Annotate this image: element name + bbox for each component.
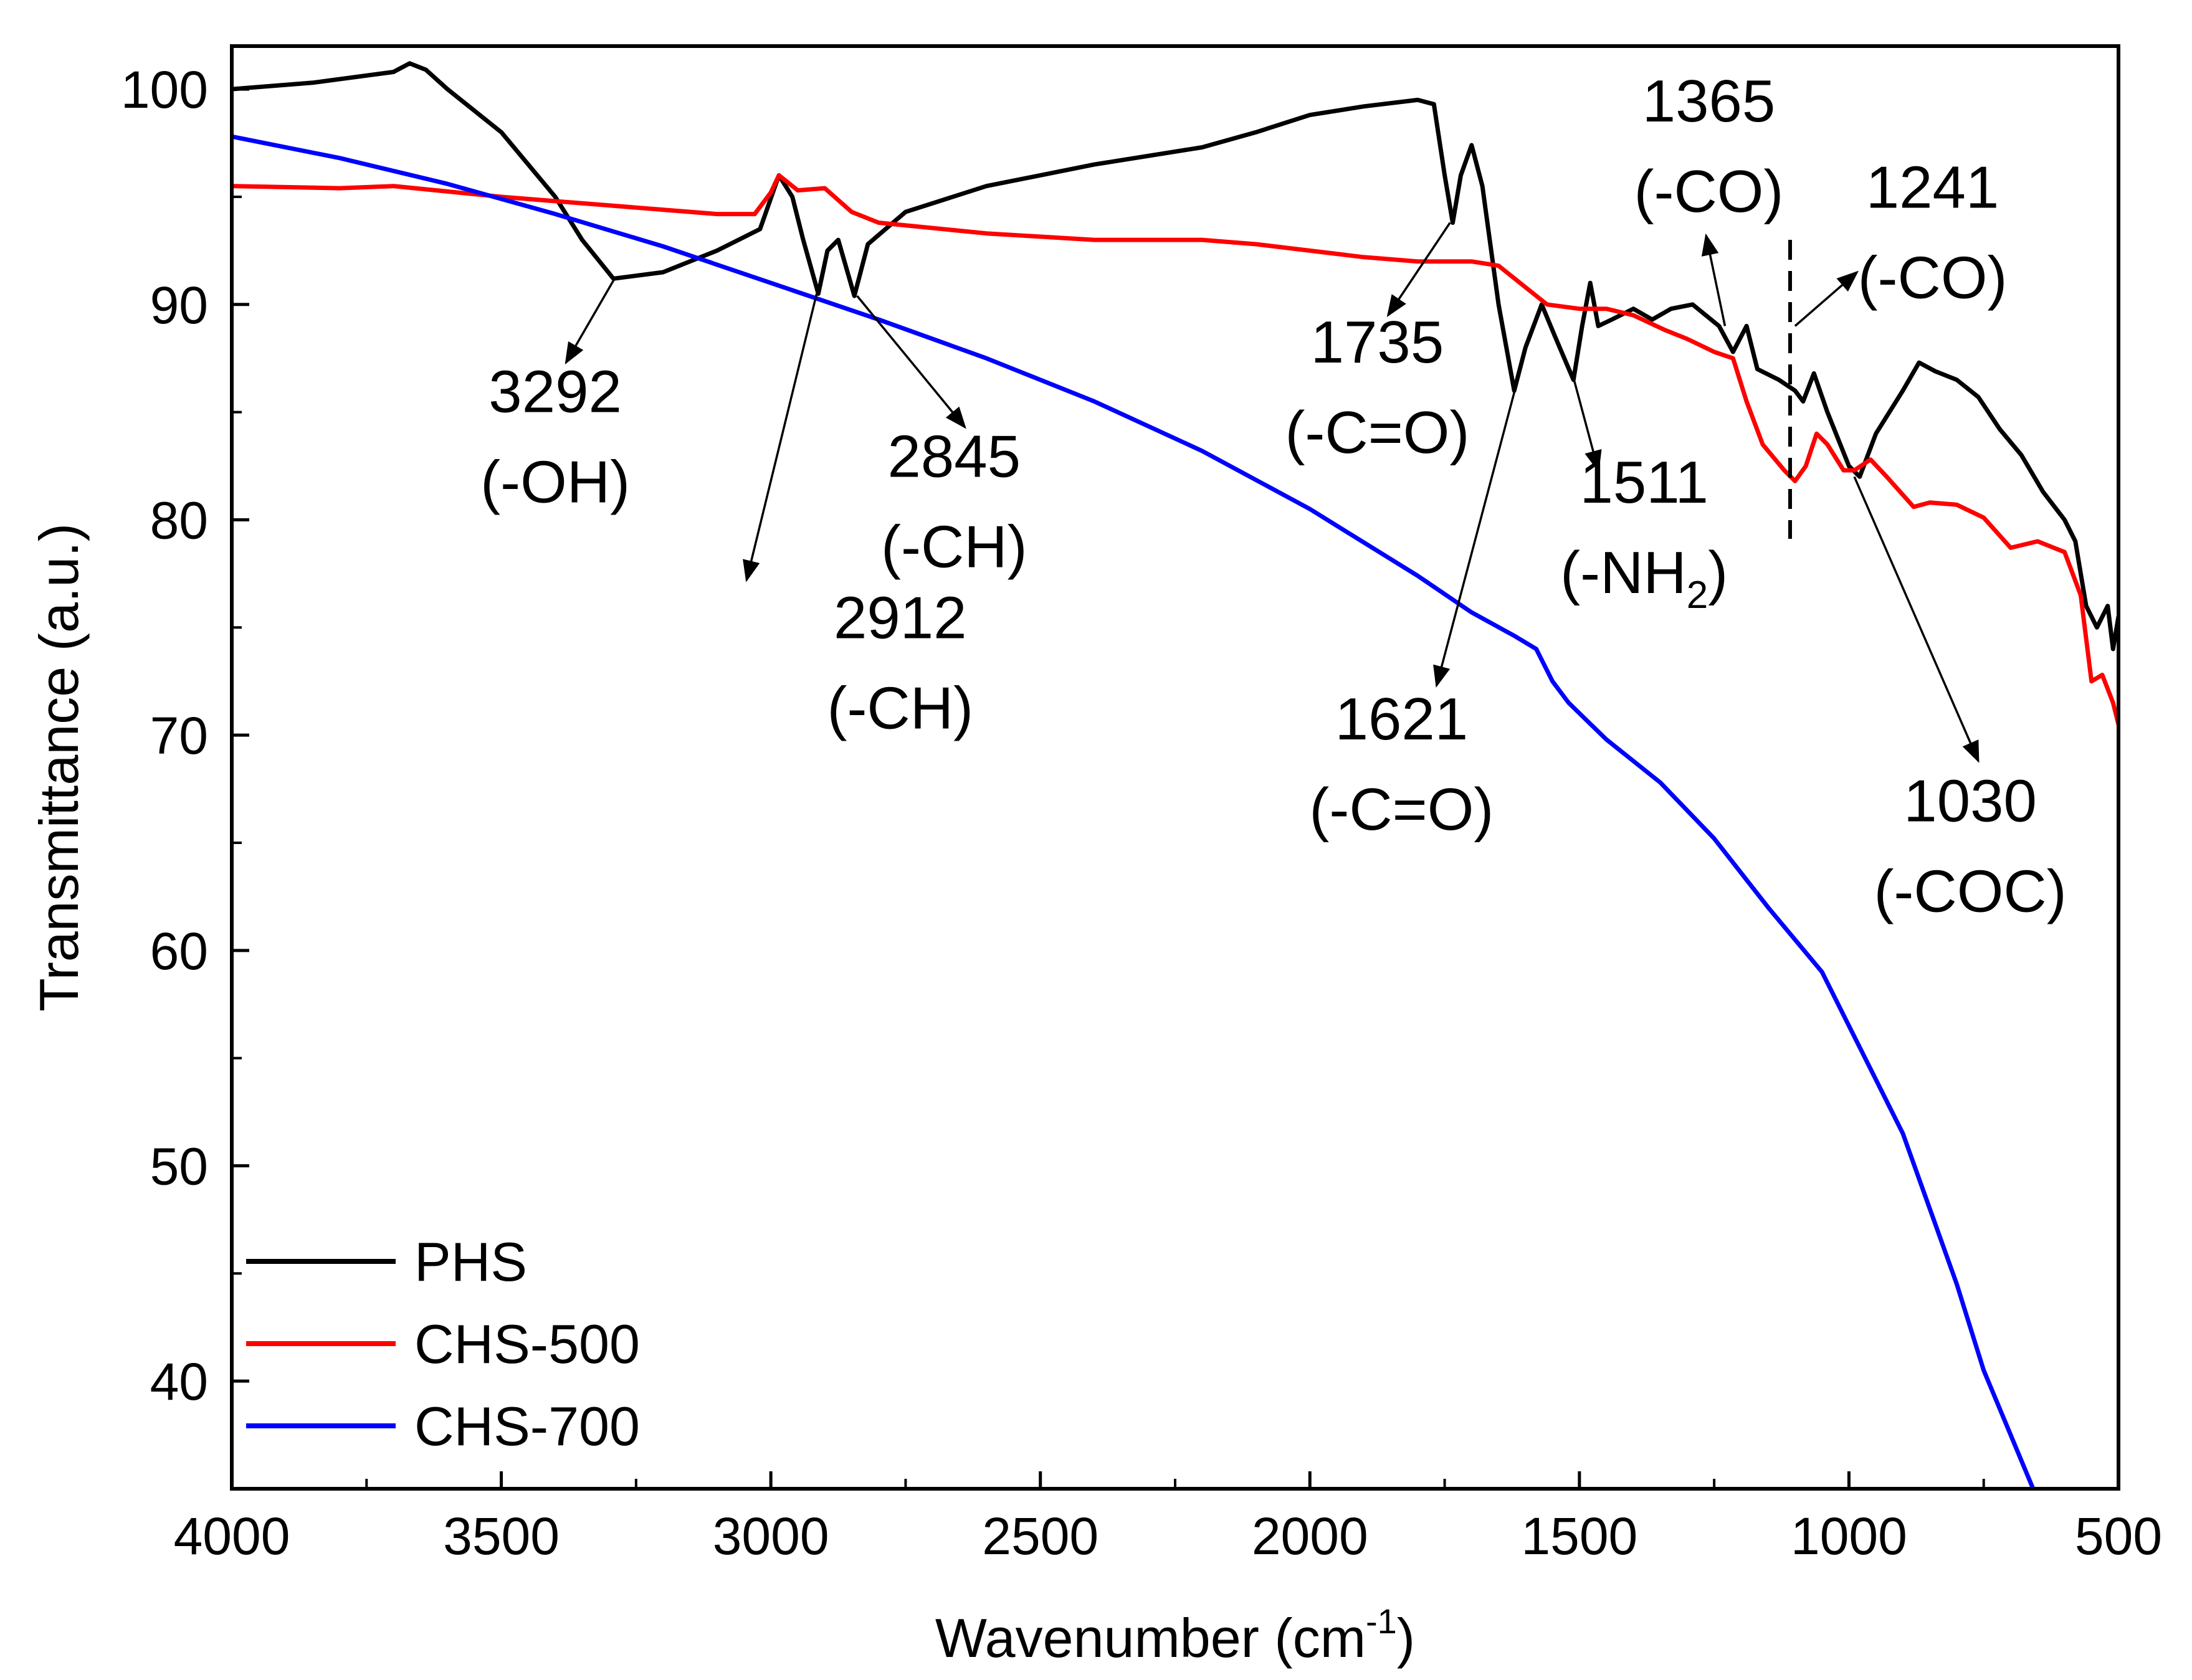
series-layer	[232, 61, 2118, 1489]
annotation-arrow-1511	[1573, 379, 1602, 473]
annotation-wavenumber-1241: 1241	[1866, 154, 1999, 221]
series-line-phs	[232, 61, 2118, 652]
annotation-arrow-1735	[1386, 222, 1451, 317]
annotation-arrow-1030	[1853, 476, 1980, 763]
y-tick-label: 50	[150, 1137, 208, 1195]
legend: PHS CHS-500 CHS-700	[246, 1231, 640, 1457]
annotation-group-1365: (-CO)	[1634, 158, 1784, 225]
annotation-wavenumber-2845: 2845	[888, 423, 1021, 490]
x-axis-title: Wavenumber (cm-1)	[935, 1602, 1415, 1669]
y-tick-label: 60	[150, 922, 208, 980]
annotation-wavenumber-1621: 1621	[1335, 686, 1469, 752]
annotation-arrow-2845	[856, 295, 966, 429]
legend-label-phs: PHS	[414, 1231, 527, 1293]
annotation-group-1030: (-COC)	[1874, 858, 2066, 924]
x-tick-label: 1000	[1791, 1507, 1907, 1565]
x-tick-label: 3000	[713, 1507, 829, 1565]
annotation-group-1511: (-NH2)	[1560, 539, 1728, 617]
y-tick-label: 90	[150, 276, 208, 335]
y-tick-label: 70	[150, 706, 208, 765]
y-tick-label: 40	[150, 1352, 208, 1411]
legend-label-chs-700: CHS-700	[414, 1395, 640, 1457]
x-tick-label: 2000	[1252, 1507, 1368, 1565]
x-tick-label: 2500	[982, 1507, 1098, 1565]
annotation-wavenumber-1511: 1511	[1580, 449, 1708, 516]
y-axis-title: Transmittance (a.u.)	[28, 523, 90, 1012]
annotation-layer: 3292(-OH)2912(-CH)2845(-CH)1735(-C=O)162…	[480, 68, 2067, 924]
annotation-arrow-1621	[1433, 390, 1516, 688]
annotation-arrow-1365	[1701, 233, 1727, 326]
annotation-wavenumber-1735: 1735	[1311, 309, 1444, 376]
series-line-chs-700	[232, 134, 2036, 1489]
legend-label-chs-500: CHS-500	[414, 1313, 640, 1375]
x-tick-label: 3500	[443, 1507, 560, 1565]
annotation-group-1621: (-C=O)	[1309, 776, 1494, 843]
annotation-wavenumber-3292: 3292	[488, 359, 622, 425]
annotation-group-1735: (-C=O)	[1285, 399, 1469, 466]
x-tick-label: 4000	[174, 1507, 290, 1565]
annotation-wavenumber-2912: 2912	[834, 585, 967, 652]
y-tick-label: 80	[150, 491, 208, 549]
y-tick-label: 100	[121, 60, 208, 119]
annotation-group-3292: (-OH)	[480, 449, 630, 516]
annotation-group-1241: (-CO)	[1858, 244, 2008, 311]
annotation-arrow-1241	[1794, 270, 1859, 327]
annotation-arrow-2912	[743, 293, 818, 582]
axes-layer: 4000 3500 3000 2500 2000 1500 1000 500 40 50 60 70 8…	[121, 60, 2162, 1565]
series-line-chs-500	[232, 173, 2118, 727]
annotation-wavenumber-1030: 1030	[1904, 767, 2037, 834]
x-tick-label: 1500	[1521, 1507, 1637, 1565]
x-tick-label: 500	[2075, 1507, 2162, 1565]
annotation-arrow-3292	[565, 278, 616, 365]
annotation-group-2912: (-CH)	[827, 675, 973, 742]
annotation-group-2845: (-CH)	[881, 513, 1027, 580]
annotation-wavenumber-1365: 1365	[1642, 68, 1776, 135]
